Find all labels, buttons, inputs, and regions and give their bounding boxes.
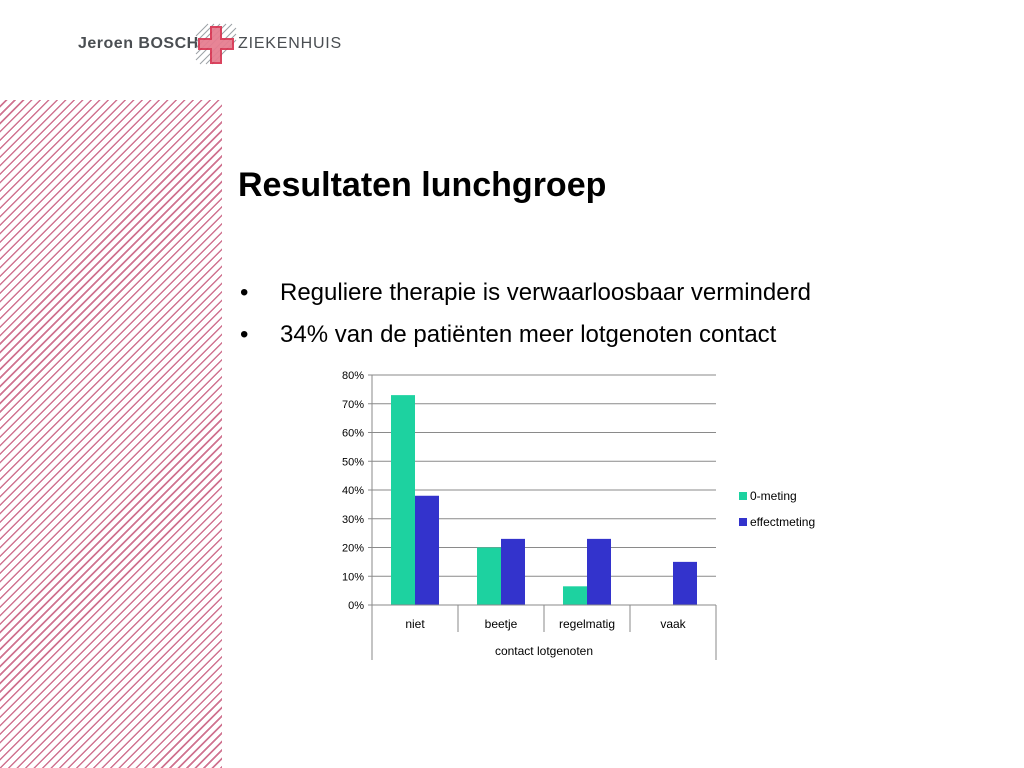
bar-effectmeting-vaak: [673, 561, 697, 605]
bullet-dot-icon: •: [240, 279, 249, 306]
y-tick-label: 10%: [342, 571, 364, 583]
bar-0-meting-regelmatig: [563, 586, 587, 605]
legend-swatch: [739, 518, 747, 526]
legend-label: 0-meting: [750, 489, 797, 503]
y-tick-label: 20%: [342, 543, 364, 555]
logo-right-text: ZIEKENHUIS: [238, 35, 343, 52]
bullet-dot-icon: •: [240, 321, 249, 348]
legend-swatch: [739, 492, 747, 500]
y-tick-label: 80%: [342, 370, 364, 382]
bullet-item: • Reguliere therapie is verwaarloosbaar v…: [238, 276, 811, 318]
y-tick-label: 30%: [342, 514, 364, 526]
x-tick-label: vaak: [660, 617, 686, 631]
y-tick-label: 0%: [348, 600, 364, 612]
legend-label: effectmeting: [750, 515, 815, 529]
x-axis-title: contact lotgenoten: [495, 644, 593, 658]
x-tick-label: regelmatig: [559, 617, 615, 631]
x-tick-label: niet: [405, 617, 425, 631]
logo-left-text: Jeroen BOSCH: [78, 35, 199, 52]
bar-chart: 0% 10% 20% 30% 40% 50% 60% 70% 80% niet beetje reg…: [342, 370, 815, 660]
bar-effectmeting-niet: [415, 495, 439, 605]
logo-cross-icon: [195, 23, 237, 65]
y-tick-label: 40%: [342, 485, 364, 497]
y-tick-label: 70%: [342, 399, 364, 411]
bar-0-meting-niet: [391, 395, 415, 605]
y-axis-ticks: 0% 10% 20% 30% 40% 50% 60% 70% 80%: [342, 370, 364, 612]
bullet-list: • Reguliere therapie is verwaarloosbaar v…: [238, 276, 811, 360]
x-tick-label: beetje: [485, 617, 518, 631]
bullet-item: • 34% van de patiënten meer lotgenoten co…: [238, 318, 811, 360]
y-tick-label: 50%: [342, 456, 364, 468]
x-axis: niet beetje regelmatig vaak contact lotgenot…: [371, 604, 717, 660]
y-tick-label: 60%: [342, 428, 364, 440]
bar-effectmeting-regelmatig: [587, 538, 611, 605]
chart-bars: [391, 395, 697, 605]
decorative-stripes: [0, 100, 222, 768]
chart-legend: 0-meting effectmeting: [739, 489, 815, 529]
bar-effectmeting-beetje: [501, 538, 525, 605]
bullet-text: 34% van de patiënten meer lotgenoten con…: [280, 321, 777, 348]
hospital-logo: Jeroen BOSCH ZIEKENHUIS: [78, 22, 341, 68]
bullet-text: Reguliere therapie is verwaarloosbaar ve…: [280, 279, 811, 306]
slide-title: Resultaten lunchgroep: [238, 166, 607, 204]
bar-0-meting-beetje: [477, 547, 501, 605]
